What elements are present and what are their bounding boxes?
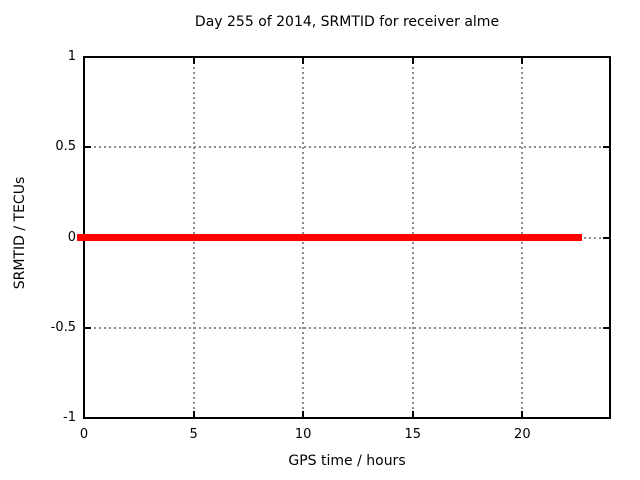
x-tick-label: 20 — [514, 427, 531, 442]
x-tick-top — [302, 58, 305, 64]
x-tick-label: 15 — [404, 427, 422, 442]
y-tick-label: 1 — [67, 49, 76, 64]
y-tick-right — [603, 56, 609, 58]
x-tick-top — [411, 58, 414, 64]
x-tick-top — [521, 58, 524, 64]
y-tick-label: 0.5 — [55, 139, 76, 155]
x-tick-label: 5 — [189, 427, 198, 442]
y-tick-label: -1 — [63, 410, 76, 425]
x-tick-bottom — [521, 411, 524, 417]
y-tick-right — [603, 146, 609, 149]
y-tick-right — [603, 326, 609, 329]
y-gridline — [84, 146, 610, 149]
y-tick-left — [85, 56, 91, 58]
x-tick-bottom — [192, 411, 195, 417]
data-series-line — [77, 234, 582, 241]
y-tick-left — [85, 146, 91, 149]
x-tick-label: 10 — [294, 427, 312, 442]
x-tick-top — [192, 58, 195, 64]
y-gridline — [84, 326, 610, 329]
y-tick-right — [603, 236, 609, 239]
x-tick-label: 0 — [79, 427, 89, 442]
x-tick-top — [83, 58, 85, 64]
y-tick-left — [85, 326, 91, 329]
x-axis-label: GPS time / hours — [288, 453, 406, 469]
y-tick-right — [603, 417, 609, 419]
x-tick-bottom — [302, 411, 305, 417]
y-tick-label: -0.5 — [50, 319, 76, 335]
x-tick-bottom — [411, 411, 414, 417]
y-tick-label: 0 — [67, 229, 76, 245]
y-tick-left — [85, 417, 91, 419]
x-tick-bottom — [83, 411, 85, 417]
chart-title: Day 255 of 2014, SRMTID for receiver alm… — [194, 14, 500, 30]
